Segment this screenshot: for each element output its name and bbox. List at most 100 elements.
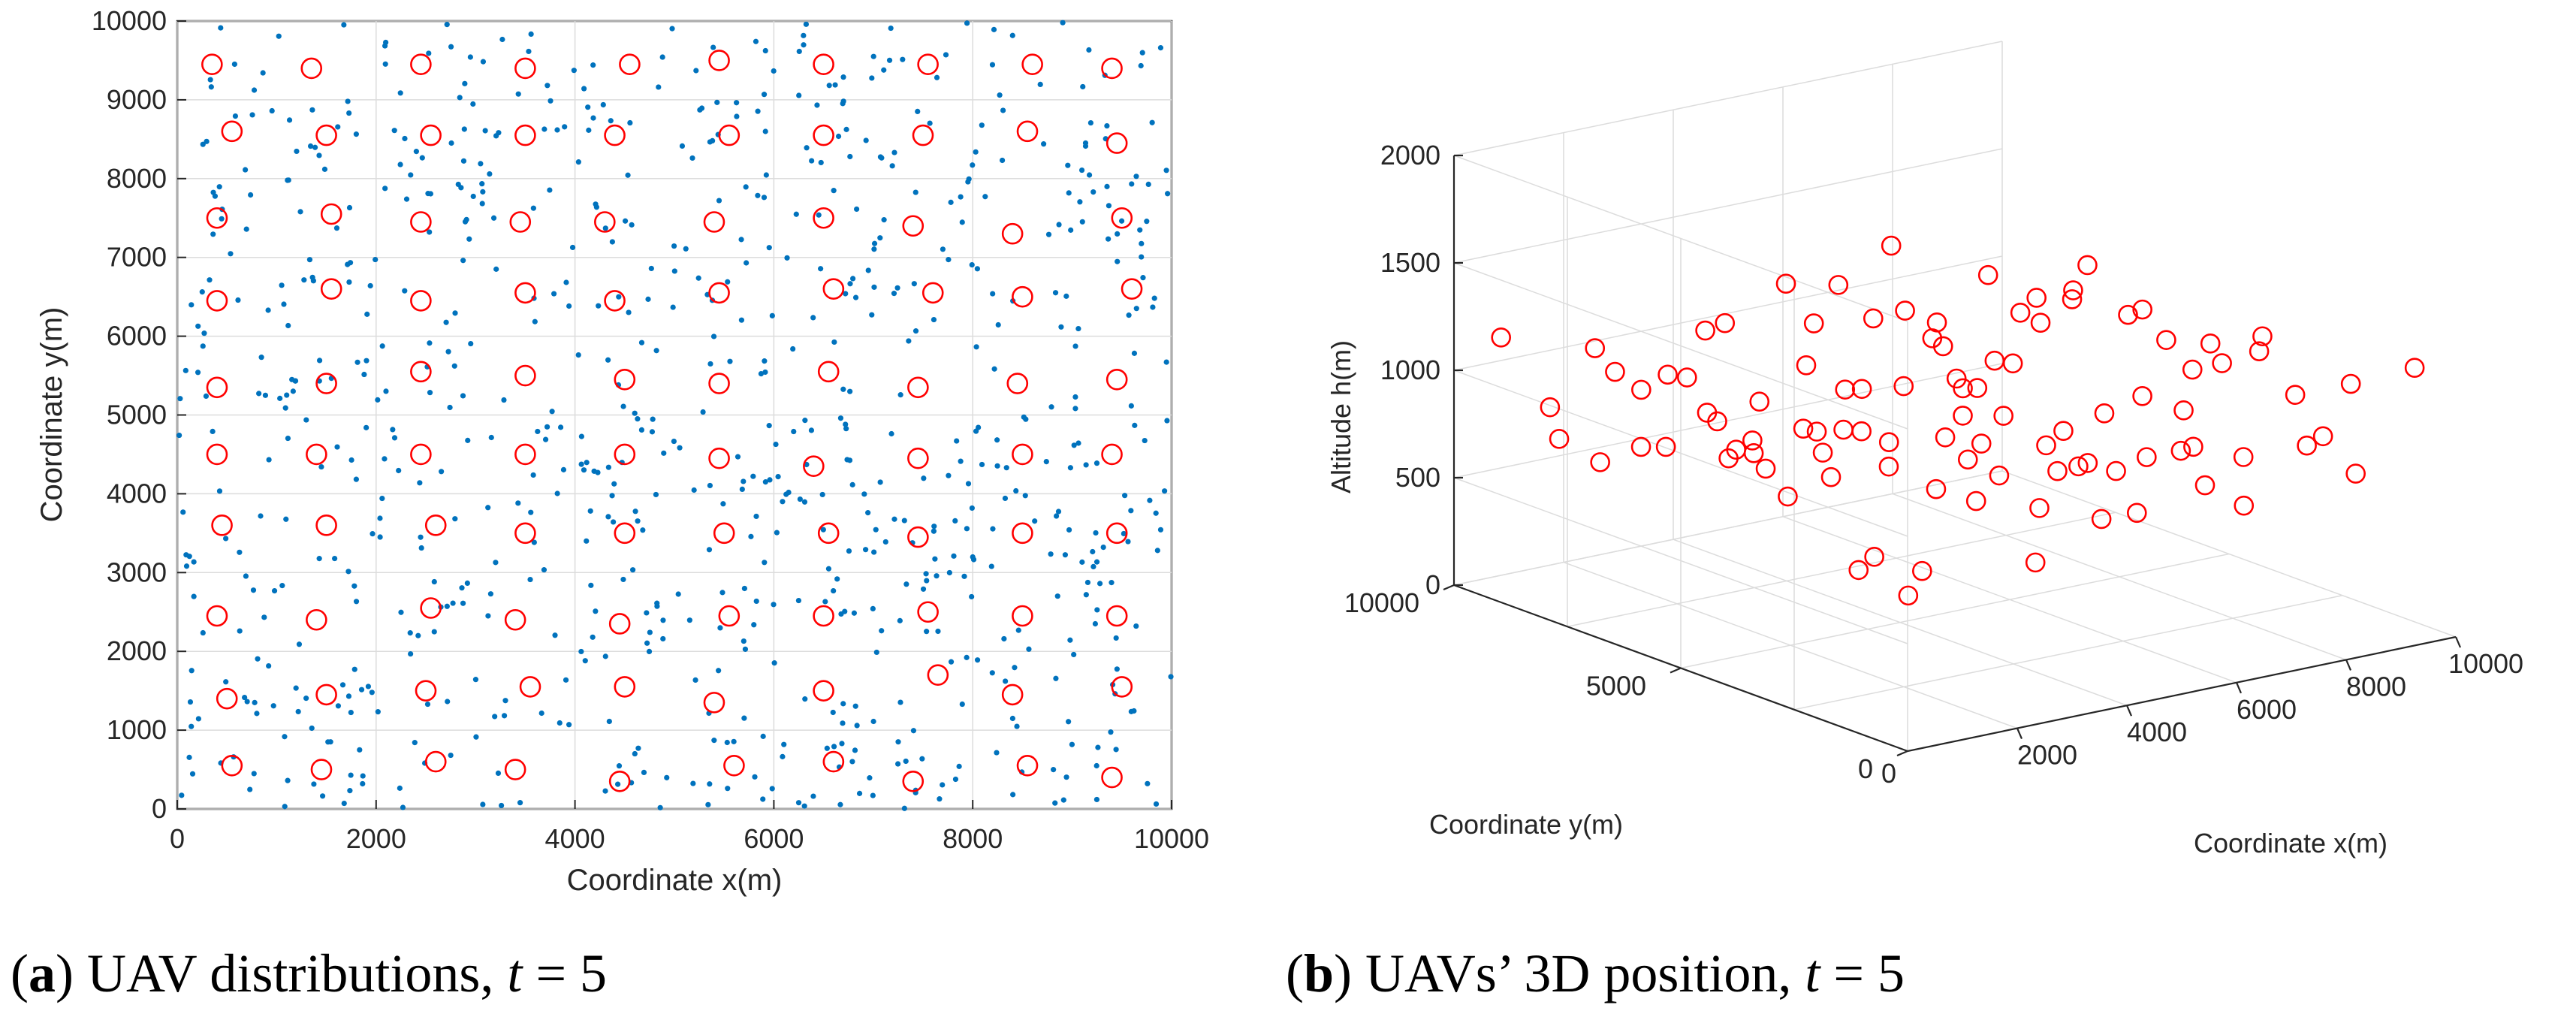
user-point [897,617,903,623]
user-point [766,245,772,251]
user-point [873,527,879,533]
user-point [931,528,937,534]
user-point [644,640,650,646]
user-point [810,315,816,321]
user-point [292,378,299,384]
user-point [1115,258,1121,264]
user-point [825,566,832,572]
user-point [1144,219,1150,225]
user-point [383,39,389,46]
user-point [784,255,790,261]
user-point [769,312,775,318]
user-point [1153,801,1160,807]
user-point [1052,290,1059,296]
user-point [373,256,379,263]
user-point [802,696,808,702]
user-point [1055,508,1062,515]
uav-point-3d [1881,235,1902,256]
uav-point [813,605,834,627]
user-point [734,100,740,106]
user-point [271,587,278,594]
user-point [1133,623,1139,629]
user-point [924,629,930,635]
y-tick-label: 0 [1858,753,1873,784]
user-point [606,718,612,725]
user-point [448,44,454,50]
user-point [1090,563,1096,570]
user-point [460,600,466,606]
user-point [547,187,553,193]
user-point [1145,780,1151,786]
user-point [870,792,876,798]
user-point [1093,530,1099,536]
user-point [501,713,508,719]
user-point [375,709,381,715]
uav-point [619,53,641,75]
user-point [1157,45,1164,51]
user-point [803,21,810,27]
user-point [397,161,403,167]
y-tick-label: 1000 [107,714,167,745]
user-point [333,225,340,231]
uav-point [822,750,845,773]
user-point [602,653,608,659]
uav-point [614,522,636,545]
user-point [189,668,195,674]
user-point [419,155,425,161]
user-point [1157,527,1164,533]
chart-panel-b: 0200040006000800010000050001000005001000… [1286,41,2523,1003]
user-point [1114,666,1120,672]
user-point [873,649,879,656]
user-point [710,137,716,143]
user-point [935,628,941,635]
user-point [479,181,485,187]
user-point [923,571,929,577]
user-point [888,430,894,437]
uav-point [315,373,337,394]
uav-point [907,526,929,548]
user-point [751,622,757,628]
user-point [351,583,357,589]
user-point [931,524,937,530]
user-point [959,219,965,225]
uav-point [803,455,825,477]
user-point [969,505,975,512]
user-point [912,328,919,334]
user-point [218,25,224,31]
user-point [661,450,667,456]
user-point [377,515,383,521]
user-point [348,709,354,716]
user-point [587,508,593,514]
user-point [319,793,326,799]
uav-point-3d [1878,432,1899,453]
user-point [364,311,370,317]
user-point [877,235,883,241]
uav-point-3d [2025,552,2046,573]
uav-point [206,605,228,627]
user-point [995,321,1001,328]
user-point [283,516,289,522]
uav-point-3d [1864,547,1884,567]
user-point [881,67,887,73]
user-point [562,124,568,130]
user-point [755,192,761,198]
user-point [1106,236,1112,242]
user-point [731,738,737,744]
uav-point [410,361,432,383]
user-point [1080,83,1086,90]
user-point [895,761,901,767]
user-point [850,276,856,282]
user-point [427,340,433,346]
user-point [595,469,601,475]
user-point [870,718,876,725]
user-point [1087,119,1093,126]
uav-point [410,53,432,75]
user-point [635,416,641,422]
user-point [1108,729,1114,735]
user-point [1079,219,1085,225]
user-point [403,196,410,202]
user-point [1054,593,1060,599]
user-point [487,591,494,597]
user-point [480,189,486,195]
uav-point [306,443,327,466]
